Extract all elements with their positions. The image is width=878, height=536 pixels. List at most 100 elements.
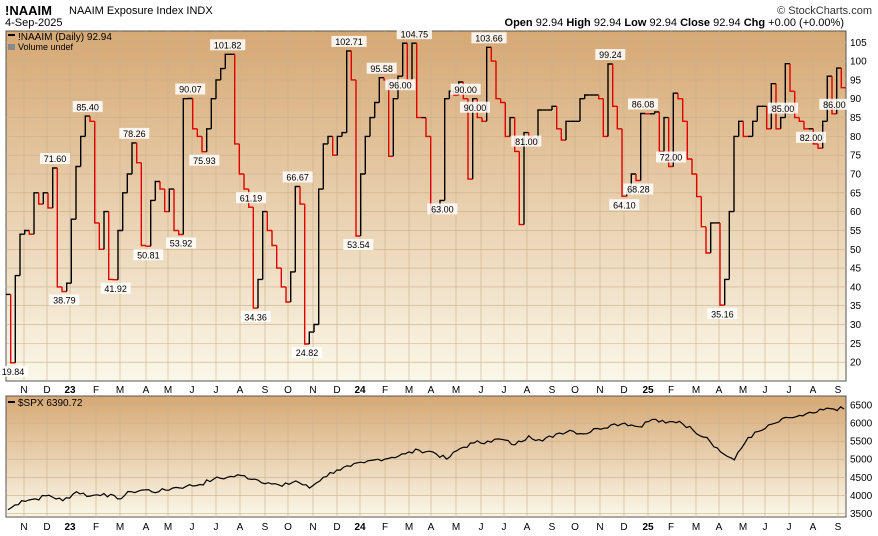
naaim-value-label: 41.92 xyxy=(104,284,127,294)
open-value: 92.94 xyxy=(535,17,564,29)
y-tick-label: 55 xyxy=(850,226,862,237)
symbol[interactable]: !NAAIM xyxy=(5,3,52,18)
value-label-bg xyxy=(707,308,738,320)
value-label-bg xyxy=(796,131,826,143)
y-tick-label: 40 xyxy=(850,282,862,293)
naaim-step-segment xyxy=(696,174,702,198)
value-label-bg xyxy=(628,98,658,110)
x-tick-label: M xyxy=(452,522,460,533)
naaim-step-segment xyxy=(350,50,356,81)
x-tick-label: J xyxy=(479,385,484,396)
x-tick-label: A xyxy=(143,385,150,396)
naaim-step-segment xyxy=(565,120,571,141)
naaim-step-segment xyxy=(700,196,706,228)
x-tick-label: J xyxy=(502,385,507,396)
naaim-step-segment xyxy=(346,50,352,133)
y-tick-label: 30 xyxy=(850,320,862,331)
naaim-step-segment xyxy=(803,121,809,130)
naaim-step-segment xyxy=(770,83,776,129)
naaim-value-label: 63.00 xyxy=(431,205,454,215)
naaim-step-segment xyxy=(327,135,333,144)
naaim-step-segment xyxy=(733,135,739,212)
x-tick-label: D xyxy=(43,385,50,396)
naaim-step-segment xyxy=(500,98,506,104)
naaim-step-segment xyxy=(38,192,44,205)
naaim-step-segment xyxy=(145,245,151,247)
x-tick-label: A xyxy=(428,385,435,396)
naaim-step-segment xyxy=(318,188,324,325)
naaim-value-label: 85.00 xyxy=(772,104,795,114)
naaim-step-segment xyxy=(836,67,842,114)
x-tick-label: A xyxy=(810,522,817,533)
x-tick-label: N xyxy=(309,522,316,533)
naaim-step-segment xyxy=(94,121,100,224)
value-label-bg xyxy=(100,282,131,294)
naaim-value-label: 64.10 xyxy=(613,200,636,210)
naaim-step-segment xyxy=(234,54,240,145)
naaim-step-segment xyxy=(798,117,804,122)
spx-price-line xyxy=(7,406,845,511)
y-tick-label: 85 xyxy=(850,113,862,124)
naaim-step-segment xyxy=(355,79,361,237)
naaim-value-label: 78.26 xyxy=(123,129,146,139)
naaim-step-segment xyxy=(607,63,613,137)
naaim-step-segment xyxy=(122,192,128,231)
value-label-bg xyxy=(240,311,271,323)
y-tick-label: 90 xyxy=(850,94,862,105)
x-tick-label: 24 xyxy=(354,385,366,396)
naaim-step-segment xyxy=(602,98,608,138)
naaim-step-segment xyxy=(192,98,198,130)
x-tick-label: D xyxy=(620,385,627,396)
naaim-step-segment xyxy=(817,143,823,149)
naaim-step-segment xyxy=(364,135,370,174)
naaim-value-label: 38.79 xyxy=(53,296,76,306)
naaim-step-segment xyxy=(173,189,179,232)
naaim-step-segment xyxy=(640,112,646,181)
y-tick-label: 6500 xyxy=(850,401,873,412)
naaim-step-segment xyxy=(196,128,202,138)
naaim-step-segment xyxy=(705,226,711,254)
value-label-bg xyxy=(623,183,654,195)
value-label-bg xyxy=(366,62,397,74)
value-label-bg xyxy=(595,49,626,60)
x-tick-label: M xyxy=(692,385,700,396)
naaim-step-segment xyxy=(80,135,86,167)
naaim-step-segment xyxy=(677,93,683,100)
value-label-bg xyxy=(331,35,367,47)
x-tick-label: 23 xyxy=(64,385,76,396)
naaim-step-segment xyxy=(579,98,585,122)
naaim-step-segment xyxy=(635,174,641,182)
volume-legend-swatch xyxy=(8,44,15,50)
value-label-bg xyxy=(166,237,196,249)
naaim-step-segment xyxy=(206,128,212,152)
naaim-step-segment xyxy=(14,274,20,363)
naaim-step-segment xyxy=(840,68,846,89)
x-tick-label: F xyxy=(668,522,674,533)
naaim-step-segment xyxy=(668,117,674,168)
naaim-value-label: 50.81 xyxy=(137,250,160,260)
naaim-step-segment xyxy=(224,53,230,69)
naaim-value-label: 66.67 xyxy=(286,173,309,183)
naaim-value-label: 81.00 xyxy=(515,137,538,147)
x-tick-label: 23 xyxy=(64,522,76,533)
brand-logo[interactable]: © StockCharts.com xyxy=(777,5,872,17)
naaim-step-segment xyxy=(584,94,590,99)
x-tick-label: A xyxy=(428,522,435,533)
naaim-value-label: 96.00 xyxy=(389,80,412,90)
naaim-step-segment xyxy=(266,211,272,232)
naaim-step-segment xyxy=(280,268,286,288)
naaim-step-segment xyxy=(742,121,748,138)
y-tick-label: 5000 xyxy=(850,455,873,466)
naaim-legend-swatch xyxy=(8,34,15,36)
naaim-step-segment xyxy=(378,77,384,103)
value-label-bg xyxy=(768,102,798,114)
naaim-step-segment xyxy=(24,229,30,235)
y-tick-label: 95 xyxy=(850,75,862,86)
y-tick-label: 70 xyxy=(850,170,862,181)
naaim-value-label: 75.93 xyxy=(193,156,216,166)
x-tick-label: A xyxy=(716,385,723,396)
naaim-step-segment xyxy=(738,120,744,137)
naaim-step-segment xyxy=(486,46,492,122)
x-tick-label: O xyxy=(571,522,579,533)
x-tick-label: A xyxy=(524,385,531,396)
